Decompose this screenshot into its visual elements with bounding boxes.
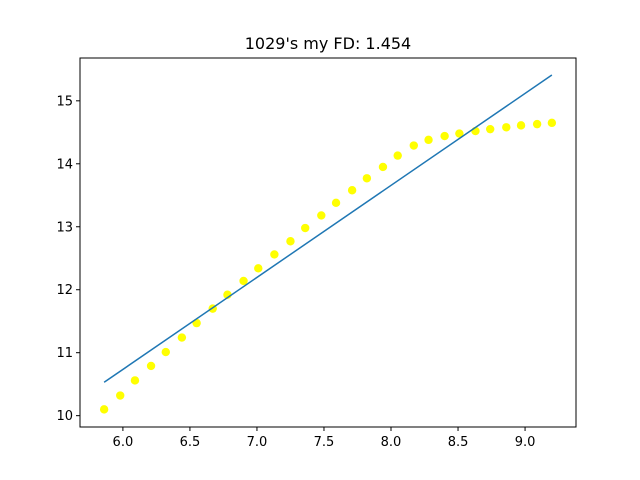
data-point xyxy=(455,129,464,138)
x-tick-label: 7.5 xyxy=(314,435,335,450)
x-tick-label: 6.5 xyxy=(180,435,201,450)
y-tick-label: 15 xyxy=(56,94,73,109)
x-tick-label: 9.0 xyxy=(515,435,536,450)
data-point xyxy=(516,121,526,130)
data-point xyxy=(317,211,326,220)
data-point xyxy=(161,347,170,357)
data-point xyxy=(270,250,279,259)
data-point xyxy=(409,141,418,150)
chart-title: 1029's my FD: 1.454 xyxy=(245,34,411,53)
data-point xyxy=(239,276,248,286)
data-point xyxy=(502,123,511,132)
data-point xyxy=(177,333,187,342)
y-tick-label: 11 xyxy=(56,346,73,361)
data-point xyxy=(301,223,310,233)
y-tick-label: 10 xyxy=(56,409,73,424)
x-tick-label: 8.0 xyxy=(381,435,402,450)
x-tick-label: 8.5 xyxy=(448,435,469,450)
data-point xyxy=(146,361,156,371)
x-tick-label: 7.0 xyxy=(247,435,268,450)
data-point xyxy=(254,264,263,273)
y-tick-label: 12 xyxy=(56,283,73,298)
data-point xyxy=(347,186,357,195)
data-point xyxy=(99,405,109,414)
data-point xyxy=(331,198,341,208)
fit-line xyxy=(103,74,553,383)
axes-frame xyxy=(79,57,577,428)
data-point xyxy=(440,131,449,141)
data-point xyxy=(486,124,495,134)
data-point xyxy=(547,118,557,128)
data-point xyxy=(424,135,433,145)
data-point xyxy=(378,162,388,172)
x-axis: 6.0 6.5 7.0 7.5 8.0 8.5 9.0 xyxy=(113,427,536,450)
data-point xyxy=(393,151,402,160)
data-point xyxy=(130,376,140,385)
x-tick-label: 6.0 xyxy=(113,435,134,450)
y-tick-label: 13 xyxy=(56,220,73,235)
data-point xyxy=(116,391,125,400)
y-axis: 10 11 12 13 14 15 xyxy=(56,94,80,424)
data-point xyxy=(286,237,295,246)
y-tick-label: 14 xyxy=(56,157,73,172)
data-point xyxy=(362,174,372,183)
data-point xyxy=(532,119,542,129)
plot-area xyxy=(99,74,557,414)
